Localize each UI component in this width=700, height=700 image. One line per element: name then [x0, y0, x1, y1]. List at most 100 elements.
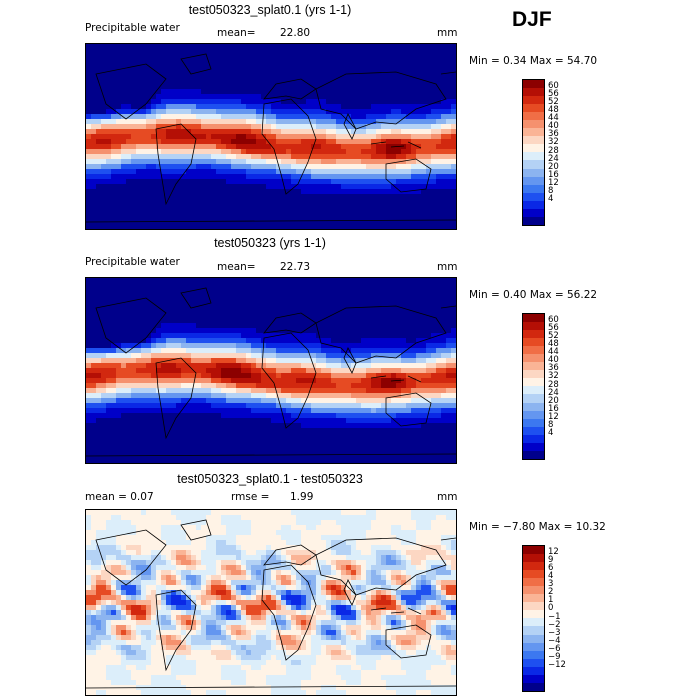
panel-3-field [86, 510, 456, 695]
panel-3-units: mm [437, 491, 458, 503]
colorbar-tick-label: 20 [548, 161, 559, 172]
colorbar-tick-label: 12 [548, 177, 559, 188]
coastlines [86, 287, 456, 457]
colorbar-tick-label: −3 [548, 627, 561, 638]
panel-3-rmse-label: rmse = [231, 491, 270, 503]
colorbar-tick-label: 16 [548, 403, 559, 414]
colorbar-swatch [523, 216, 544, 225]
panel-3-title: test050323_splat0.1 - test050323 [177, 472, 363, 486]
colorbar-swatch [523, 602, 544, 611]
panel-1-minmax: Min = 0.34 Max = 54.70 [469, 55, 598, 67]
colorbar-tick-label: 2 [548, 587, 554, 598]
colorbar-tick-label: 24 [548, 387, 559, 398]
colorbar-swatch [523, 426, 544, 435]
panel-1-mean-value: 22.80 [280, 27, 311, 39]
colorbar-swatch [523, 642, 544, 651]
colorbar-tick-label: 36 [548, 363, 559, 374]
colorbar-tick-label: 56 [548, 89, 559, 100]
colorbar-swatch [523, 314, 544, 323]
panel-2-minmax: Min = 0.40 Max = 56.22 [469, 289, 598, 301]
colorbar-swatch [523, 144, 544, 153]
colorbar-tick-label: 60 [548, 315, 559, 326]
colorbar-swatch [523, 88, 544, 97]
panel-3-mean: mean = 0.07 [85, 491, 154, 503]
colorbar-tick-label: 32 [548, 371, 559, 382]
colorbar-tick-label: 44 [548, 113, 559, 124]
colorbar-tick-label: 9 [548, 555, 554, 566]
colorbar-tick-label: 6 [548, 563, 554, 574]
colorbar-swatch [523, 570, 544, 579]
colorbar-swatch [523, 618, 544, 627]
panel-1-field [86, 44, 456, 229]
panel-2-mean-value: 22.73 [280, 261, 311, 273]
panel-1-variable-label: Precipitable water [85, 22, 180, 34]
colorbar-swatch [523, 394, 544, 403]
panel-3-map [85, 509, 457, 696]
colorbar-swatch [523, 176, 544, 185]
colorbar-swatch [523, 666, 544, 675]
season-label: DJF [512, 8, 552, 31]
field-cells [86, 278, 456, 463]
colorbar-tick-label: 20 [548, 395, 559, 406]
panel-2-units: mm [437, 261, 458, 273]
colorbar-tick-label: 40 [548, 121, 559, 132]
colorbar-swatch [523, 104, 544, 113]
panel-3-rmse-value: 1.99 [290, 491, 314, 503]
colorbar-tick-label: 48 [548, 339, 559, 350]
colorbar-swatch [523, 354, 544, 363]
panel-2-variable-label: Precipitable water [85, 256, 180, 268]
colorbar-tick-label: 32 [548, 137, 559, 148]
colorbar-swatch [523, 546, 544, 555]
colorbar-tick-label: −4 [548, 635, 561, 646]
colorbar-swatch [523, 184, 544, 193]
colorbar-swatch [523, 410, 544, 419]
colorbar-tick-label: 52 [548, 97, 559, 108]
colorbar-swatch [523, 378, 544, 387]
colorbar-tick-label: 8 [548, 419, 554, 430]
colorbar-swatch [523, 402, 544, 411]
colorbar-tick-label: 40 [548, 355, 559, 366]
colorbar-tick-label: −6 [548, 643, 561, 654]
colorbar-swatch [523, 658, 544, 667]
colorbar-swatch [523, 120, 544, 129]
colorbar-swatch [523, 330, 544, 339]
colorbar-tick-label: 4 [548, 427, 554, 438]
colorbar-tick-label: 24 [548, 153, 559, 164]
colorbar-swatch [523, 346, 544, 355]
panel-1-units: mm [437, 27, 458, 39]
panel-2-title: test050323 (yrs 1-1) [214, 236, 326, 250]
colorbar-swatch [523, 370, 544, 379]
colorbar-tick-label: 4 [548, 193, 554, 204]
colorbar-tick-label: −1 [548, 611, 561, 622]
colorbar-swatch [523, 586, 544, 595]
panel-3-minmax: Min = −7.80 Max = 10.32 [469, 521, 606, 533]
colorbar-tick-label: 28 [548, 379, 559, 390]
colorbar-swatch [523, 338, 544, 347]
panel-1-colorbar [522, 79, 545, 226]
colorbar-swatch [523, 578, 544, 587]
colorbar-tick-label: −9 [548, 651, 561, 662]
colorbar-swatch [523, 136, 544, 145]
colorbar-swatch [523, 434, 544, 443]
colorbar-swatch [523, 152, 544, 161]
colorbar-swatch [523, 128, 544, 137]
colorbar-tick-label: 12 [548, 411, 559, 422]
colorbar-swatch [523, 450, 544, 459]
colorbar-tick-label: 8 [548, 185, 554, 196]
colorbar-swatch [523, 418, 544, 427]
colorbar-tick-label: 52 [548, 331, 559, 342]
colorbar-tick-label: 36 [548, 129, 559, 140]
panel-2-map [85, 277, 457, 464]
colorbar-tick-label: 56 [548, 323, 559, 334]
colorbar-swatch [523, 112, 544, 121]
colorbar-tick-label: 60 [548, 81, 559, 92]
colorbar-swatch [523, 322, 544, 331]
colorbar-swatch [523, 80, 544, 89]
colorbar-tick-label: 44 [548, 347, 559, 358]
colorbar-swatch [523, 634, 544, 643]
colorbar-tick-label: −2 [548, 619, 561, 630]
colorbar-swatch [523, 594, 544, 603]
colorbar-swatch [523, 96, 544, 105]
field-cells [86, 510, 456, 695]
colorbar-tick-label: 28 [548, 145, 559, 156]
